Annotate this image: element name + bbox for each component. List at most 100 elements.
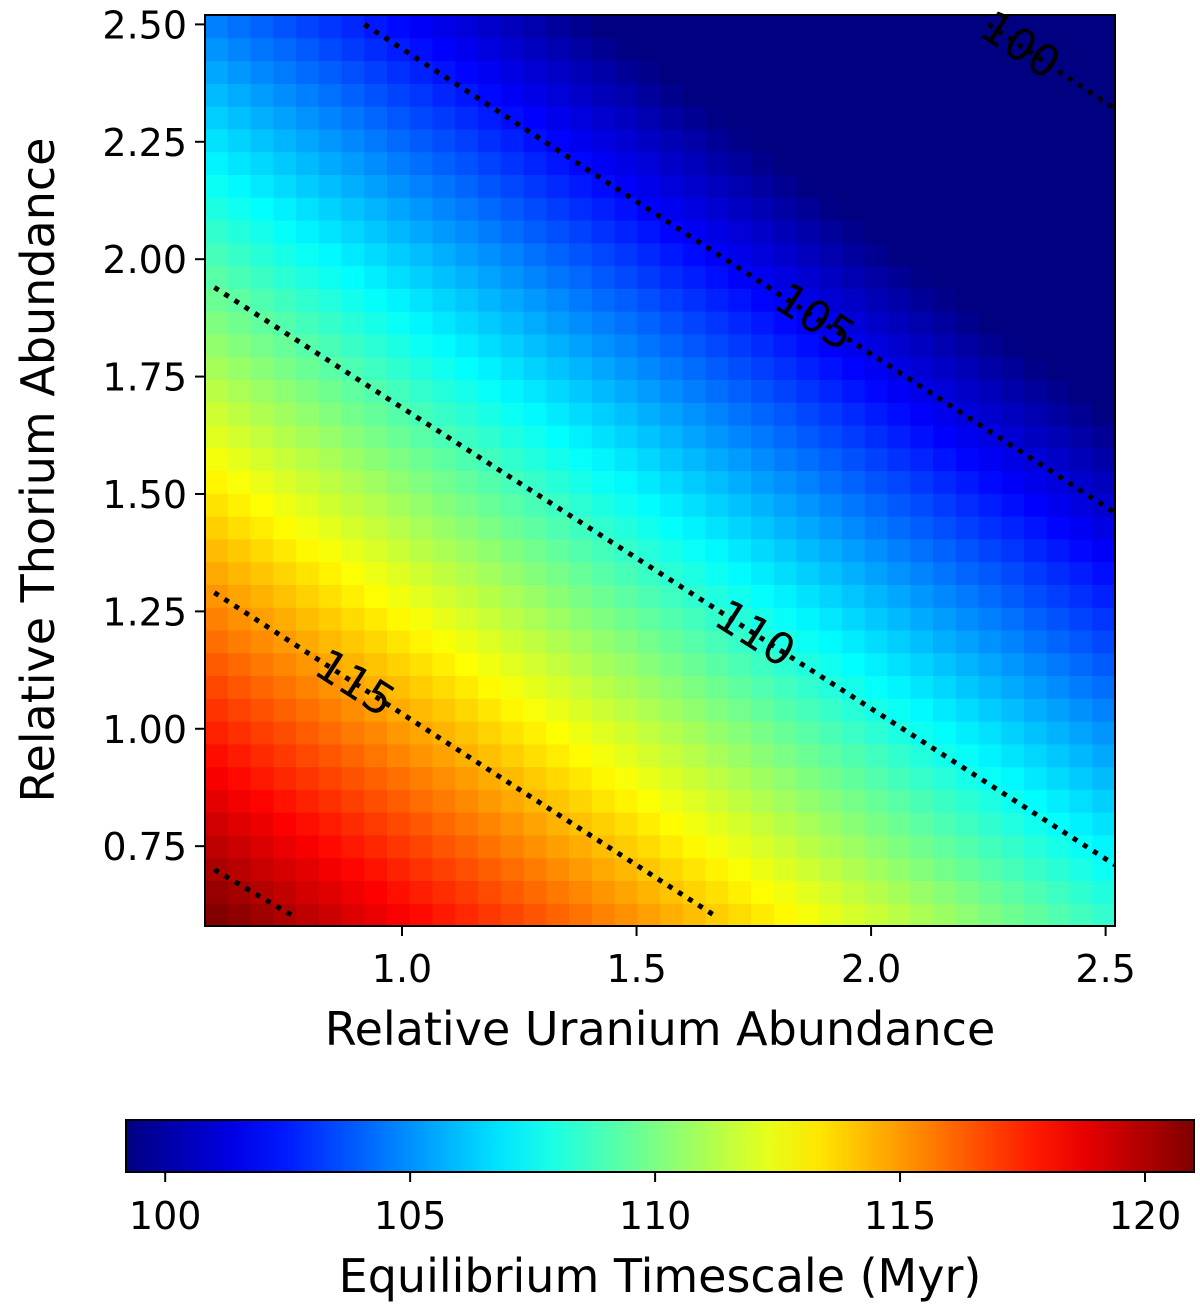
- heatmap-cell: [864, 584, 889, 608]
- heatmap-cell: [296, 37, 320, 62]
- heatmap-cell: [910, 424, 934, 449]
- heatmap-cell: [1001, 493, 1025, 517]
- heatmap-cell: [705, 15, 729, 39]
- heatmap-cell: [205, 151, 229, 176]
- heatmap-cell: [728, 766, 752, 790]
- heatmap-cell: [660, 37, 684, 62]
- heatmap-cell: [273, 880, 297, 904]
- heatmap-cell: [387, 470, 411, 494]
- heatmap-cell: [500, 219, 525, 244]
- heatmap-cell: [1092, 607, 1116, 631]
- heatmap-cell: [955, 197, 980, 221]
- heatmap-cell: [682, 356, 707, 380]
- heatmap-cell: [205, 766, 229, 790]
- heatmap-cell: [978, 493, 1002, 517]
- heatmap-cell: [682, 219, 707, 244]
- heatmap-cell: [432, 379, 456, 403]
- heatmap-cell: [227, 402, 252, 426]
- heatmap-cell: [205, 60, 229, 84]
- heatmap-cell: [569, 743, 593, 768]
- heatmap-cell: [796, 584, 820, 608]
- heatmap-cell: [819, 698, 843, 722]
- heatmap-cell: [682, 197, 707, 221]
- heatmap-cell: [819, 402, 843, 426]
- heatmap-cell: [705, 60, 729, 84]
- heatmap-cell: [1001, 106, 1025, 130]
- heatmap-cell: [273, 516, 297, 540]
- heatmap-cell: [955, 356, 980, 380]
- heatmap-cell: [1092, 721, 1116, 745]
- heatmap-cell: [250, 721, 274, 745]
- heatmap-cell: [1024, 607, 1048, 631]
- heatmap-cell: [409, 424, 434, 449]
- heatmap-cell: [500, 311, 525, 335]
- heatmap-cell: [796, 37, 820, 62]
- heatmap-cell: [296, 106, 320, 130]
- heatmap-cell: [705, 447, 729, 472]
- heatmap-cell: [660, 675, 684, 699]
- heatmap-cell: [455, 538, 479, 563]
- heatmap-cell: [955, 470, 980, 494]
- heatmap-cell: [796, 834, 820, 859]
- heatmap-cell: [523, 629, 547, 654]
- heatmap-cell: [296, 15, 320, 39]
- heatmap-cell: [250, 698, 274, 722]
- heatmap-cell: [500, 834, 525, 859]
- heatmap-cell: [887, 629, 911, 654]
- heatmap-cell: [637, 15, 661, 39]
- heatmap-cell: [569, 311, 593, 335]
- heatmap-cell: [409, 652, 434, 677]
- heatmap-cell: [682, 470, 707, 494]
- heatmap-cell: [227, 333, 252, 358]
- heatmap-cell: [796, 219, 820, 244]
- heatmap-cell: [933, 903, 957, 927]
- heatmap-cell: [842, 447, 866, 472]
- heatmap-cell: [273, 197, 297, 221]
- heatmap-cell: [751, 584, 775, 608]
- heatmap-cell: [296, 743, 320, 768]
- heatmap-cell: [933, 493, 957, 517]
- heatmap-cell: [500, 561, 525, 585]
- heatmap-cell: [1069, 584, 1093, 608]
- heatmap-cell: [273, 424, 297, 449]
- heatmap-cell: [341, 766, 365, 790]
- heatmap-cell: [455, 311, 479, 335]
- heatmap-cell: [1001, 516, 1025, 540]
- heatmap-cell: [387, 493, 411, 517]
- heatmap-cell: [728, 880, 752, 904]
- heatmap-cell: [933, 584, 957, 608]
- heatmap-cell: [523, 584, 547, 608]
- heatmap-cell: [341, 721, 365, 745]
- heatmap-cell: [1001, 698, 1025, 722]
- heatmap-cell: [773, 197, 798, 221]
- heatmap-cell: [250, 37, 274, 62]
- heatmap-cell: [591, 242, 616, 267]
- heatmap-cell: [819, 37, 843, 62]
- heatmap-cell: [910, 15, 934, 39]
- heatmap-cell: [842, 83, 866, 107]
- heatmap-cell: [1024, 311, 1048, 335]
- heatmap-cell: [432, 538, 456, 563]
- heatmap-cell: [1046, 424, 1071, 449]
- heatmap-cell: [478, 880, 502, 904]
- heatmap-cell: [864, 721, 889, 745]
- heatmap-cell: [864, 561, 889, 585]
- heatmap-cell: [341, 447, 365, 472]
- heatmap-cell: [1092, 288, 1116, 312]
- heatmap-cell: [728, 402, 752, 426]
- heatmap-cell: [864, 356, 889, 380]
- heatmap-cell: [1024, 151, 1048, 176]
- heatmap-cell: [318, 379, 343, 403]
- heatmap-cell: [751, 197, 775, 221]
- heatmap-cell: [1024, 880, 1048, 904]
- heatmap-cell: [660, 83, 684, 107]
- heatmap-cell: [341, 288, 365, 312]
- heatmap-cell: [1024, 561, 1048, 585]
- heatmap-cell: [409, 857, 434, 882]
- heatmap-cell: [387, 812, 411, 836]
- heatmap-cell: [637, 675, 661, 699]
- heatmap-cell: [910, 675, 934, 699]
- heatmap-cell: [478, 197, 502, 221]
- heatmap-cell: [523, 197, 547, 221]
- heatmap-cell: [637, 743, 661, 768]
